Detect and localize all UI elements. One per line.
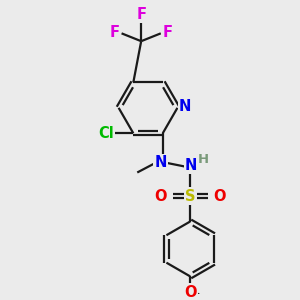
- Text: S: S: [185, 188, 195, 203]
- Text: O: O: [154, 188, 167, 203]
- Text: F: F: [136, 7, 146, 22]
- Text: H: H: [197, 153, 208, 166]
- Text: F: F: [163, 25, 172, 40]
- Text: N: N: [185, 158, 197, 173]
- Text: N: N: [179, 99, 191, 114]
- Text: Cl: Cl: [98, 126, 114, 141]
- Text: F: F: [110, 25, 120, 40]
- Text: O: O: [213, 188, 226, 203]
- Text: O: O: [184, 285, 197, 300]
- Text: N: N: [154, 155, 167, 170]
